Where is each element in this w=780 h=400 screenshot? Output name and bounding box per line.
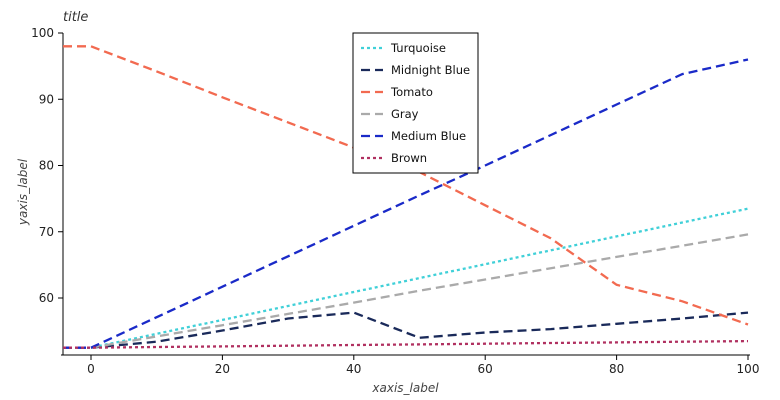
x-axis-title: xaxis_label	[371, 381, 439, 395]
y-tick-label: 90	[39, 92, 54, 106]
chart-title: title	[63, 10, 88, 25]
y-tick-label: 70	[39, 225, 54, 239]
legend-label: Brown	[391, 151, 427, 165]
x-tick-label: 60	[478, 362, 493, 376]
series-line-turquoise	[63, 207, 749, 349]
x-tick-label: 40	[346, 362, 361, 376]
legend-box	[352, 32, 479, 174]
y-tick-label: 60	[39, 291, 54, 305]
series-line-brown	[63, 339, 749, 349]
series-line-gray	[63, 233, 749, 349]
y-tick-label: 80	[39, 159, 54, 173]
legend-label: Turquoise	[390, 41, 446, 55]
y-tick-label: 100	[31, 26, 54, 40]
x-tick-label: 100	[737, 362, 760, 376]
x-tick-label: 80	[609, 362, 624, 376]
series-line-midnight-blue	[63, 311, 749, 349]
legend-label: Gray	[391, 107, 419, 121]
y-axis-title: yaxis_label	[16, 158, 30, 226]
legend-label: Tomato	[390, 85, 433, 99]
legend-label: Medium Blue	[391, 129, 466, 143]
legend-label: Midnight Blue	[391, 63, 470, 77]
x-tick-label: 0	[87, 362, 95, 376]
x-tick-label: 20	[215, 362, 230, 376]
series-line-medium-blue	[63, 58, 749, 349]
